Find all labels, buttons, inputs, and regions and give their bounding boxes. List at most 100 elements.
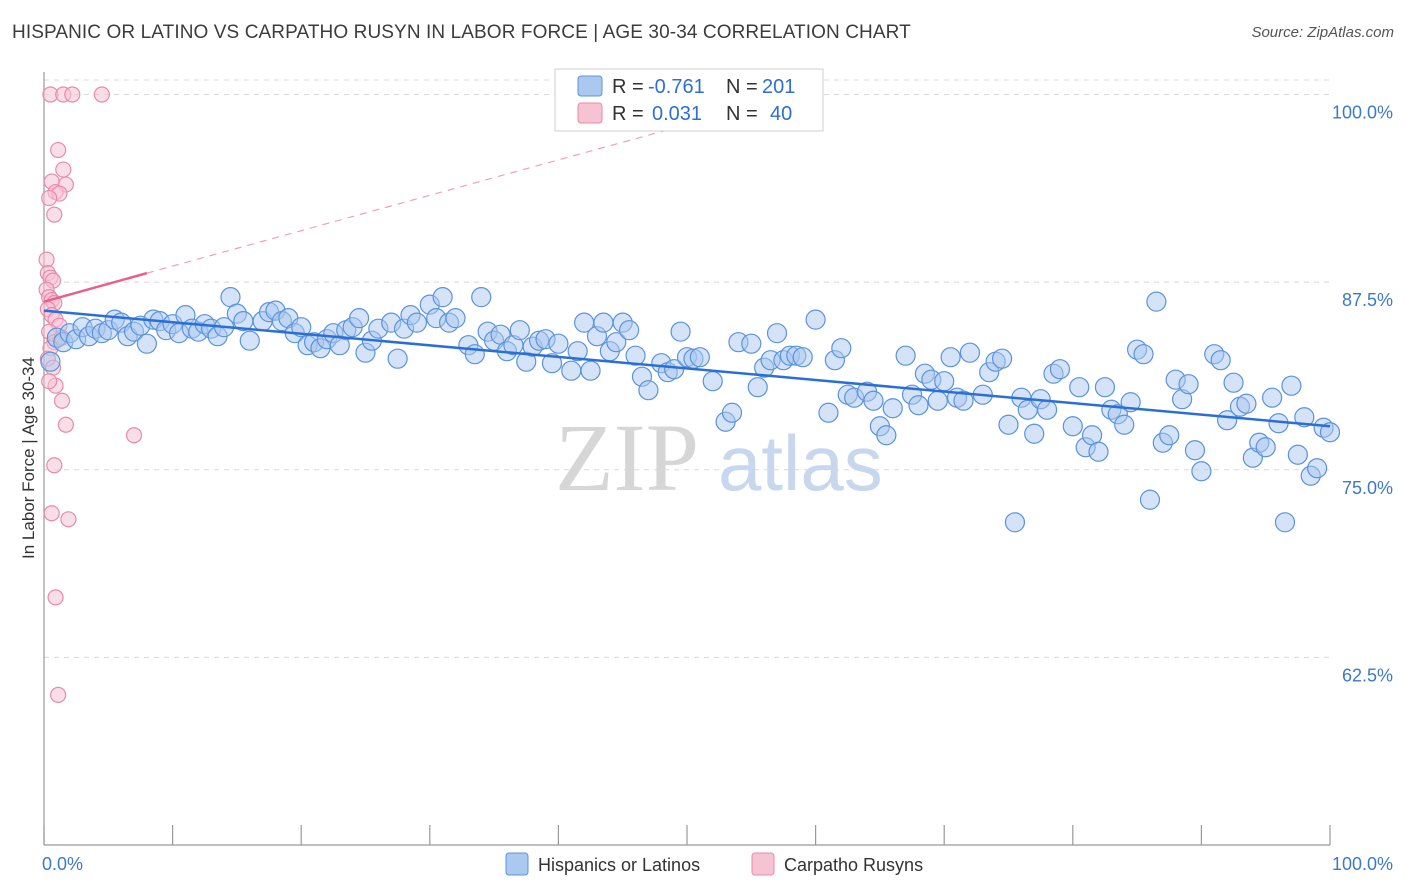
point-hispanics [387, 348, 408, 369]
point-carpatho-rusyns [57, 416, 74, 433]
watermark-atlas: atlas [718, 419, 883, 507]
point-hispanics [747, 377, 768, 398]
point-hispanics [580, 360, 601, 381]
point-hispanics [1133, 344, 1154, 365]
point-carpatho-rusyns [50, 141, 67, 159]
point-hispanics [1094, 377, 1116, 398]
point-hispanics [792, 347, 813, 368]
y-tick-label: 100.0% [1332, 103, 1393, 123]
point-hispanics [239, 330, 260, 351]
point-hispanics [136, 333, 157, 354]
stats-swatch-pink [577, 102, 603, 124]
point-hispanics [567, 341, 588, 362]
legend: Hispanics or Latinos Carpatho Rusyns [505, 852, 923, 876]
point-hispanics [741, 333, 762, 354]
stats-n-value-pink: 40 [770, 103, 792, 125]
point-hispanics [593, 312, 614, 333]
y-tick-labels: 62.5% 75.0% 87.5% 100.0% [1332, 103, 1393, 686]
x-tick-label-max: 100.0% [1332, 854, 1393, 874]
point-hispanics [1139, 489, 1161, 510]
point-hispanics [1191, 461, 1212, 482]
point-carpatho-rusyns [41, 373, 58, 390]
point-carpatho-rusyns [55, 161, 72, 178]
x-tick-label-min: 0.0% [42, 854, 83, 874]
stats-swatch-blue [577, 75, 603, 97]
point-hispanics [991, 348, 1013, 369]
point-hispanics [895, 345, 916, 366]
point-hispanics [876, 425, 897, 446]
point-hispanics [766, 323, 788, 344]
point-hispanics [1004, 512, 1026, 533]
stats-r-value-blue: -0.761 [648, 76, 705, 98]
point-hispanics [1088, 441, 1109, 462]
y-tick-label: 75.0% [1342, 478, 1393, 498]
point-hispanics [927, 390, 948, 411]
trend-line-carpatho-extension [146, 123, 688, 274]
point-hispanics [406, 312, 428, 333]
point-hispanics [1184, 440, 1206, 461]
stats-box: R = -0.761 N = 201 R = 0.031 N = 40 [554, 68, 824, 132]
point-hispanics [509, 320, 530, 341]
point-hispanics [940, 347, 961, 368]
point-hispanics [805, 309, 826, 330]
point-hispanics [606, 332, 627, 353]
point-carpatho-rusyns [46, 206, 63, 223]
watermark-zip: ZIP [555, 404, 699, 511]
trend-line-hispanics [43, 309, 1331, 428]
point-hispanics [40, 351, 61, 372]
point-carpatho-rusyns [60, 511, 77, 528]
point-hispanics [1062, 416, 1083, 437]
point-hispanics [721, 402, 743, 423]
point-hispanics [1036, 399, 1058, 420]
point-hispanics [291, 317, 312, 338]
trend-line-carpatho [43, 271, 148, 303]
point-carpatho-rusyns [125, 427, 143, 444]
point-carpatho-rusyns [43, 505, 60, 522]
legend-swatch-hispanics [505, 852, 529, 876]
stats-n-label-blue: N = [726, 76, 758, 98]
point-hispanics [882, 398, 903, 419]
point-hispanics [1274, 512, 1296, 533]
trend-lines [43, 123, 1331, 428]
point-hispanics [471, 287, 492, 308]
point-hispanics [1255, 437, 1276, 458]
point-hispanics [670, 321, 691, 342]
stats-n-value-blue: 201 [762, 76, 795, 98]
point-hispanics [1049, 359, 1071, 380]
point-hispanics [1210, 350, 1231, 371]
point-hispanics [561, 360, 582, 381]
point-carpatho-rusyns [53, 392, 71, 409]
point-hispanics [689, 347, 710, 368]
point-hispanics [548, 333, 569, 354]
chart-title: HISPANIC OR LATINO VS CARPATHO RUSYN IN … [12, 22, 911, 43]
point-hispanics [1262, 387, 1283, 408]
point-hispanics [831, 338, 852, 359]
point-hispanics [1159, 425, 1180, 446]
point-hispanics [702, 371, 723, 392]
point-hispanics [625, 345, 646, 366]
point-carpatho-rusyns [64, 86, 81, 103]
point-hispanics [1319, 422, 1341, 443]
y-tick-label: 62.5% [1342, 665, 1393, 685]
legend-label-hispanics: Hispanics or Latinos [538, 855, 700, 875]
point-hispanics [1236, 393, 1257, 414]
point-carpatho-rusyns [46, 457, 63, 474]
point-hispanics [638, 380, 659, 401]
point-hispanics [1069, 377, 1090, 398]
point-carpatho-rusyns [50, 686, 67, 704]
stats-r-label-blue: R = [612, 76, 644, 98]
point-hispanics [908, 395, 929, 416]
point-hispanics [934, 371, 955, 392]
point-hispanics [953, 390, 974, 411]
y-axis-label: In Labor Force | Age 30-34 [19, 357, 38, 559]
point-hispanics [619, 320, 640, 341]
point-hispanics [1287, 444, 1308, 465]
point-hispanics [432, 287, 453, 308]
point-hispanics [1146, 291, 1167, 312]
x-tick-labels: 0.0% 100.0% [42, 854, 1393, 874]
point-hispanics [818, 402, 839, 423]
point-hispanics [1114, 414, 1135, 435]
point-hispanics [1024, 423, 1045, 444]
stats-r-label-pink: R = [612, 103, 644, 125]
